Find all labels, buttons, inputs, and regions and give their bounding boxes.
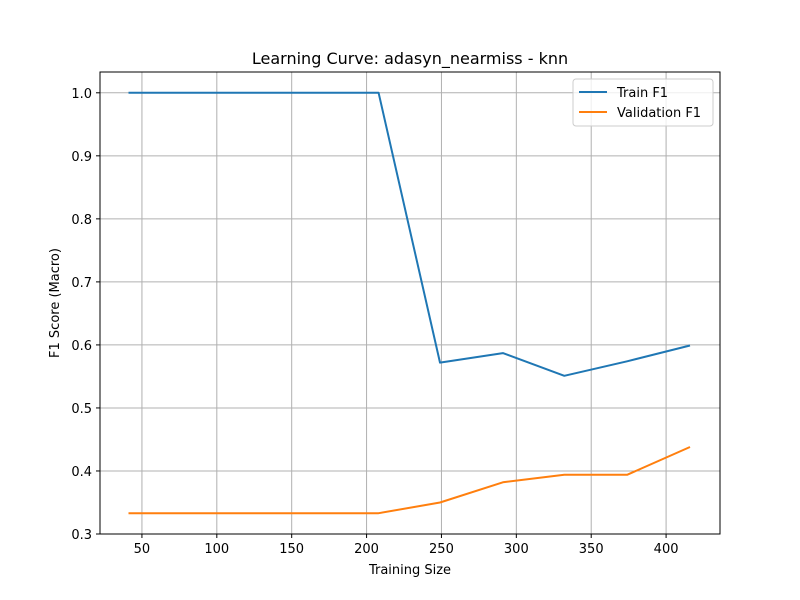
x-tick-label: 300 xyxy=(504,542,529,557)
y-tick-label: 0.6 xyxy=(71,339,92,354)
x-tick-label: 250 xyxy=(429,542,454,557)
legend: Train F1 Validation F1 xyxy=(572,78,714,127)
legend-label-validation: Validation F1 xyxy=(617,106,701,121)
y-tick-label: 0.4 xyxy=(71,465,92,480)
x-tick-label: 200 xyxy=(354,542,379,557)
x-tick-label: 100 xyxy=(204,542,229,557)
y-axis-title: F1 Score (Macro) xyxy=(48,248,63,358)
legend-label-train: Train F1 xyxy=(616,86,668,101)
series-lines xyxy=(128,91,691,515)
y-tick-label: 0.3 xyxy=(71,528,92,543)
plot-area-frame xyxy=(99,71,721,535)
y-tick-label: 0.9 xyxy=(71,150,92,165)
legend-box xyxy=(572,78,714,127)
y-tick-label: 0.5 xyxy=(71,402,92,417)
x-tick-label: 400 xyxy=(654,542,679,557)
y-tick-label: 1.0 xyxy=(71,87,92,102)
x-tick-label: 350 xyxy=(579,542,604,557)
x-axis-ticks: 50 100 150 200 250 300 350 400 xyxy=(134,534,679,557)
x-axis-title: Training Size xyxy=(368,563,451,578)
validation-f1-line xyxy=(128,446,691,515)
y-axis-ticks: 0.3 0.4 0.5 0.6 0.7 0.8 0.9 1.0 xyxy=(71,87,100,543)
chart-title: Learning Curve: adasyn_nearmiss - knn xyxy=(252,49,568,69)
x-tick-label: 150 xyxy=(279,542,304,557)
y-tick-label: 0.7 xyxy=(71,276,92,291)
train-f1-line xyxy=(128,91,691,377)
x-tick-label: 50 xyxy=(134,542,151,557)
y-tick-label: 0.8 xyxy=(71,213,92,228)
